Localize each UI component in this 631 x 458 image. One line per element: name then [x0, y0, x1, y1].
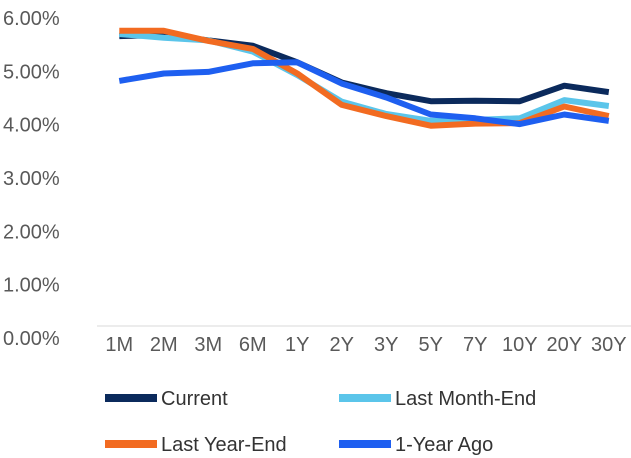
x-tick-label: 6M [239, 334, 267, 356]
x-tick-label: 30Y [591, 334, 627, 356]
y-tick-label: 5.00% [3, 61, 60, 83]
legend-label-last-year-end: Last Year-End [161, 434, 287, 456]
legend-swatch-last-month-end [339, 394, 391, 402]
legend: Current Last Month-End Last Year-End 1-Year… [105, 388, 536, 456]
legend-label-current: Current [161, 388, 228, 410]
series-line-1-year-ago [118, 59, 610, 128]
legend-label-last-month-end: Last Month-End [395, 388, 536, 410]
x-tick-label: 10Y [502, 334, 538, 356]
x-tick-label: 7Y [463, 334, 487, 356]
y-tick-label: 1.00% [3, 275, 60, 297]
x-axis-tick-labels: 1M 2M 3M 6M 1Y 2Y 3Y 5Y 7Y 10Y 20Y 30Y [105, 334, 626, 356]
y-tick-label: 2.00% [3, 221, 60, 243]
legend-swatch-last-year-end [105, 440, 157, 448]
y-tick-label: 4.00% [3, 115, 60, 137]
legend-swatch-1-year-ago [339, 440, 391, 448]
x-tick-label: 20Y [546, 334, 582, 356]
y-tick-label: 0.00% [3, 328, 60, 350]
x-tick-label: 3Y [374, 334, 398, 356]
x-tick-label: 1Y [285, 334, 309, 356]
x-tick-label: 2M [150, 334, 178, 356]
legend-label-1-year-ago: 1-Year Ago [395, 434, 493, 456]
y-tick-label: 3.00% [3, 168, 60, 190]
x-tick-label: 2Y [330, 334, 354, 356]
x-tick-label: 5Y [419, 334, 443, 356]
y-axis-tick-labels: 0.00% 1.00% 2.00% 3.00% 4.00% 5.00% 6.00% [3, 8, 60, 350]
y-tick-label: 6.00% [3, 8, 60, 30]
legend-swatch-current [105, 394, 157, 402]
x-tick-label: 1M [105, 334, 133, 356]
x-tick-label: 3M [194, 334, 222, 356]
series-lines [118, 27, 610, 129]
